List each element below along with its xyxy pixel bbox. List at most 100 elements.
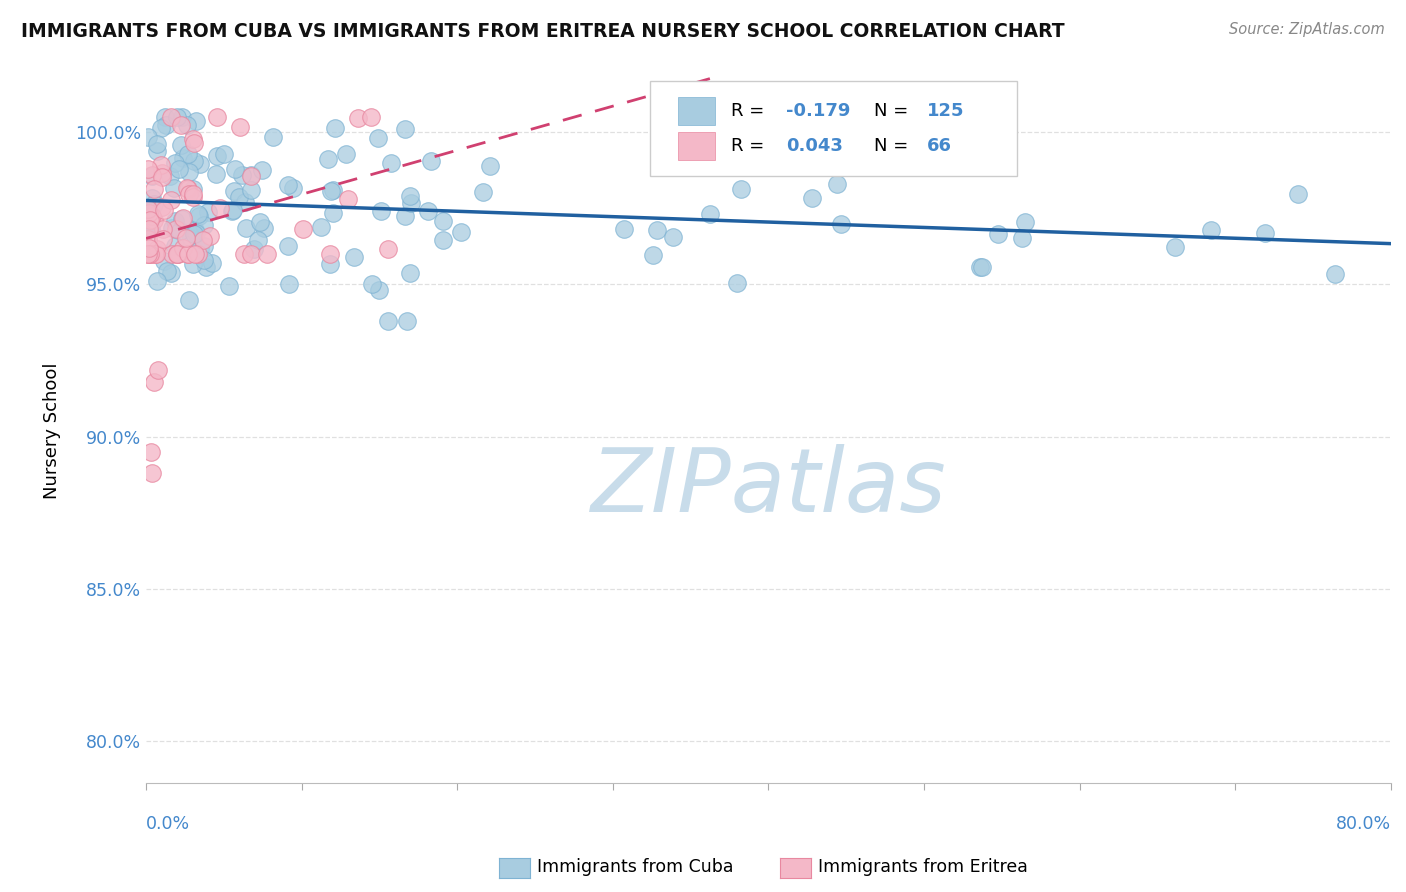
Y-axis label: Nursery School: Nursery School xyxy=(44,362,60,499)
Point xyxy=(193,252,215,267)
Point xyxy=(163,181,186,195)
Point xyxy=(1014,215,1036,229)
Point xyxy=(155,118,177,132)
Point xyxy=(368,283,391,297)
Point xyxy=(193,218,215,232)
Point xyxy=(337,192,360,206)
Point xyxy=(146,243,169,257)
Point xyxy=(319,247,342,261)
Point xyxy=(360,277,382,291)
Point xyxy=(187,207,209,221)
Point xyxy=(969,260,991,275)
Point xyxy=(138,242,160,256)
Point xyxy=(478,160,501,174)
Point xyxy=(322,183,344,197)
Point xyxy=(150,170,173,185)
Text: 66: 66 xyxy=(927,137,952,155)
Point xyxy=(645,223,668,237)
Point xyxy=(188,157,211,171)
Point xyxy=(139,220,162,235)
Point xyxy=(172,110,194,124)
Point xyxy=(181,182,204,196)
Point xyxy=(235,221,257,235)
Point xyxy=(321,185,343,199)
Point xyxy=(163,156,186,170)
Point xyxy=(432,234,454,248)
Text: Source: ZipAtlas.com: Source: ZipAtlas.com xyxy=(1229,22,1385,37)
Point xyxy=(262,129,284,144)
Point xyxy=(166,110,188,124)
Point xyxy=(152,232,174,246)
Point xyxy=(165,222,187,236)
Point xyxy=(240,183,263,197)
Point xyxy=(184,247,207,261)
Point xyxy=(450,226,472,240)
Point xyxy=(419,154,441,169)
Point xyxy=(141,169,163,183)
Point xyxy=(395,314,418,328)
Point xyxy=(138,222,160,236)
Text: IMMIGRANTS FROM CUBA VS IMMIGRANTS FROM ERITREA NURSERY SCHOOL CORRELATION CHART: IMMIGRANTS FROM CUBA VS IMMIGRANTS FROM … xyxy=(21,22,1064,41)
Point xyxy=(152,166,174,180)
Point xyxy=(143,247,166,261)
Point xyxy=(159,169,181,183)
Point xyxy=(323,121,346,136)
Point xyxy=(377,242,399,256)
Point xyxy=(136,202,159,216)
Point xyxy=(142,197,165,211)
Point xyxy=(472,185,495,199)
Point xyxy=(141,466,163,480)
Point xyxy=(801,191,824,205)
Point xyxy=(146,144,169,158)
Point xyxy=(184,223,207,237)
Point xyxy=(201,255,224,269)
Point xyxy=(253,220,276,235)
Point xyxy=(987,227,1010,241)
Point xyxy=(177,293,200,307)
Text: 0.0%: 0.0% xyxy=(146,815,190,833)
FancyBboxPatch shape xyxy=(650,81,1018,177)
Text: N =: N = xyxy=(875,102,914,120)
Point xyxy=(277,178,299,192)
Point xyxy=(136,232,159,246)
Point xyxy=(195,260,218,275)
Text: ZIPatlas: ZIPatlas xyxy=(591,444,946,530)
Point xyxy=(730,182,752,196)
Point xyxy=(252,162,274,177)
Point xyxy=(136,202,159,217)
Point xyxy=(160,194,183,208)
Point xyxy=(725,277,748,291)
Point xyxy=(174,231,197,245)
Point xyxy=(136,247,159,261)
Point xyxy=(160,267,183,281)
Point xyxy=(277,239,299,253)
Point xyxy=(377,314,399,328)
Point xyxy=(160,110,183,124)
Point xyxy=(830,217,852,231)
Point xyxy=(221,204,243,219)
Point xyxy=(343,250,366,264)
Point xyxy=(136,129,159,144)
Point xyxy=(198,228,221,243)
Point xyxy=(172,241,194,255)
Point xyxy=(643,247,665,261)
Point xyxy=(177,247,200,261)
Point xyxy=(188,242,211,256)
Point xyxy=(184,226,207,240)
Point xyxy=(141,209,163,223)
Point xyxy=(208,201,231,215)
Text: 80.0%: 80.0% xyxy=(1336,815,1391,833)
Point xyxy=(222,203,245,218)
Point xyxy=(142,182,165,196)
Point xyxy=(183,132,205,146)
Point xyxy=(1323,267,1346,281)
Point xyxy=(183,227,205,241)
Point xyxy=(138,206,160,220)
Point xyxy=(613,222,636,236)
Point xyxy=(172,151,194,165)
Point xyxy=(1011,231,1033,245)
Point xyxy=(150,121,173,136)
Point xyxy=(832,147,855,161)
Point xyxy=(243,242,266,256)
Point xyxy=(181,186,204,201)
